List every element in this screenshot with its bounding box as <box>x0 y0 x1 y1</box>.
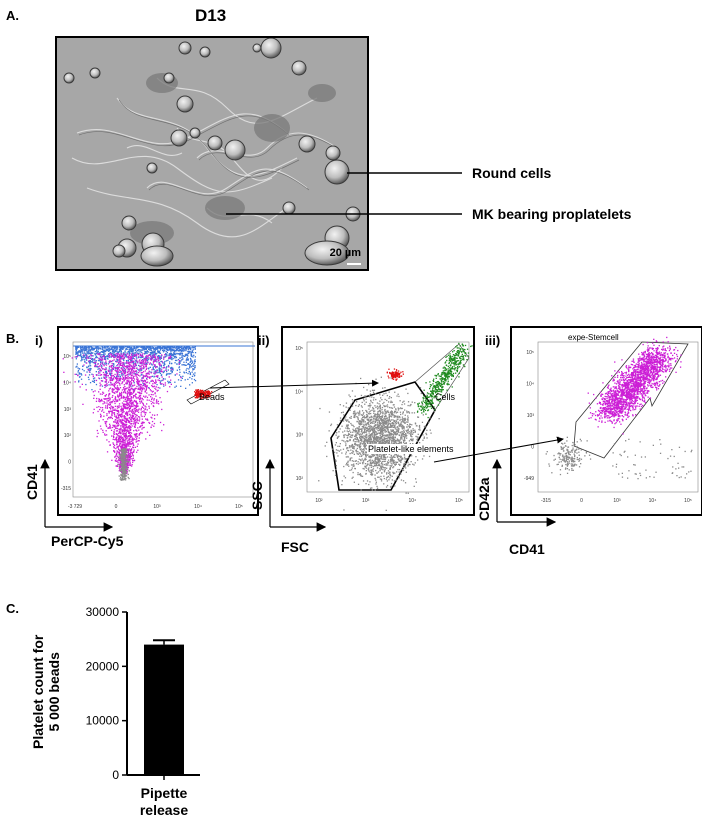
gate-cells-label: Cells <box>435 392 456 402</box>
facs-i-x-tick-label: 10⁵ <box>235 504 243 510</box>
panel-a-title: D13 <box>195 6 227 25</box>
bar-category-line1: Pipette <box>140 785 188 801</box>
facs-plot-i: 10⁵ 10⁴ 10³ 10² 0 -315 -3 729 0 10³ 10⁴ 10⁵ Beads <box>57 326 259 516</box>
label-mk-proplatelets: MK bearing proplatelets <box>472 206 632 222</box>
facs-plot-iii: 10⁵ 10⁴ 10³ 0 -949 -315 0 10³ 10⁴ 10⁵ expe-Stemce… <box>510 326 702 516</box>
y-tick-label: 20000 <box>86 659 120 673</box>
facs-iii-x-tick-label: 10³ <box>613 498 621 504</box>
facs-i-x-tick-label: 10³ <box>153 504 161 510</box>
facs-ii-y-tick: 10⁵ 10⁴ 10³ 10² <box>295 346 303 482</box>
axis-label-cd42a: CD42a <box>476 477 492 521</box>
gate-connector-arrows <box>209 379 564 463</box>
facs-iii-y-tick-label: -949 <box>524 476 534 482</box>
facs-i-y-tick-label: 10² <box>64 433 72 439</box>
facs-ii-y-tick-label: 10⁵ <box>295 346 303 352</box>
facs-iii-x-tick-label: 10⁵ <box>684 498 692 504</box>
facs-ii-x-tick-label: 10² <box>315 498 323 504</box>
facs-iii-magenta-events <box>587 336 682 435</box>
micrograph-image <box>57 38 367 269</box>
panel-a-letter: A. <box>6 8 19 23</box>
sub-panel-ii-label: ii) <box>258 333 270 348</box>
axis-label-cd41-i: CD41 <box>24 464 40 500</box>
facs-iii-y-tick-label: 10⁵ <box>526 350 534 356</box>
bar-chart-ylabel: Platelet count for 5 000 beads <box>30 635 62 749</box>
y-tick-label: 0 <box>112 768 119 782</box>
facs-i-y-tick: 10⁵ 10⁴ 10³ 10² 0 -315 <box>61 354 71 492</box>
facs-iii-gray-events <box>545 436 592 476</box>
facs-i-y-tick-label: -315 <box>61 486 71 492</box>
micrograph: 20 µm <box>55 36 369 271</box>
facs-i-y-tick-label: 10³ <box>64 407 72 413</box>
facs-i-x-tick-label: -3 729 <box>68 504 82 510</box>
panel-a-annotation-lines <box>226 172 462 215</box>
facs-i-y-tick-label: 10⁴ <box>63 380 71 386</box>
facs-i-x-tick-label: 10⁴ <box>194 504 202 510</box>
sub-panel-iii-label: iii) <box>485 333 501 348</box>
axis-label-ssc: SSC <box>249 481 265 510</box>
facs-i-y-tick-label: 10⁵ <box>63 354 71 360</box>
gate-beads-label: Beads <box>199 392 225 402</box>
bar-chart-ylabel-line1: Platelet count for <box>30 634 46 749</box>
axis-label-fsc: FSC <box>281 539 309 555</box>
facs-iii-x-tick-label: -315 <box>541 498 551 504</box>
facs-iii-y-tick-label: 10⁴ <box>526 382 534 388</box>
facs-iii-y-tick: 10⁵ 10⁴ 10³ 0 -949 <box>524 350 534 482</box>
facs-iii-x-tick: -315 0 10³ 10⁴ 10⁵ <box>541 498 692 504</box>
facs-i-x-tick: -3 729 0 10³ 10⁴ 10⁵ <box>68 504 243 510</box>
bar-chart: 0 10000 20000 30000 <box>86 605 200 782</box>
facs-iii-gray-scatter <box>612 438 693 480</box>
facs-ii-green-events <box>416 342 473 419</box>
gate-platelets-label: Platelet-like elements <box>367 444 455 454</box>
axis-label-cd41-iii: CD41 <box>509 541 545 557</box>
bar-chart-ylabel-line2: 5 000 beads <box>46 652 62 732</box>
facs-ii-y-tick-label: 10³ <box>296 433 304 439</box>
bar-chart-axes: 0 10000 20000 30000 <box>86 605 200 782</box>
facs-plot-ii: 10⁵ 10⁴ 10³ 10² 10² 10³ 10⁴ 10⁵ Cells Platelet-… <box>281 326 475 516</box>
facs-i-x-tick-label: 0 <box>115 504 118 510</box>
axis-label-percp-cy5: PerCP-Cy5 <box>51 533 124 549</box>
facs-ii-x-tick: 10² 10³ 10⁴ 10⁵ <box>315 498 462 504</box>
plot-iii-header: expe-Stemcell <box>568 333 619 342</box>
sub-panel-i-label: i) <box>35 333 43 348</box>
label-round-cells: Round cells <box>472 165 552 181</box>
y-tick-label: 30000 <box>86 605 120 619</box>
panel-b-letter: B. <box>6 331 19 346</box>
facs-iii-x-tick-label: 0 <box>580 498 583 504</box>
y-tick-label: 10000 <box>86 714 120 728</box>
facs-ii-y-tick-label: 10² <box>296 476 304 482</box>
facs-ii-red-events <box>386 368 404 381</box>
facs-plot-i-scatter: 10⁵ 10⁴ 10³ 10² 0 -315 -3 729 0 10³ 10⁴ 10⁵ <box>61 341 255 510</box>
facs-ii-x-tick-label: 10³ <box>362 498 370 504</box>
bar-category-line2: release <box>139 802 189 818</box>
facs-i-gray-events <box>117 448 130 481</box>
bar-0 <box>144 644 184 775</box>
facs-i-y-tick-label: 0 <box>68 460 71 466</box>
facs-ii-x-tick-label: 10⁴ <box>408 498 416 504</box>
facs-i-red-events <box>194 389 213 400</box>
facs-plot-iii-scatter: 10⁵ 10⁴ 10³ 0 -949 -315 0 10³ 10⁴ 10⁵ <box>524 336 699 504</box>
facs-ii-y-tick-label: 10⁴ <box>295 389 303 395</box>
facs-i-magenta-events <box>62 353 182 475</box>
bar-category-label: Pipette release <box>132 785 196 819</box>
scale-bar-label: 20 µm <box>329 247 361 259</box>
facs-iii-y-tick-label: 10³ <box>527 413 535 419</box>
facs-iii-x-tick-label: 10⁴ <box>649 498 657 504</box>
facs-axis-arrows <box>40 458 557 532</box>
facs-iii-y-tick-label: 0 <box>531 445 534 451</box>
facs-ii-x-tick-label: 10⁵ <box>455 498 463 504</box>
panel-c-letter: C. <box>6 601 19 616</box>
